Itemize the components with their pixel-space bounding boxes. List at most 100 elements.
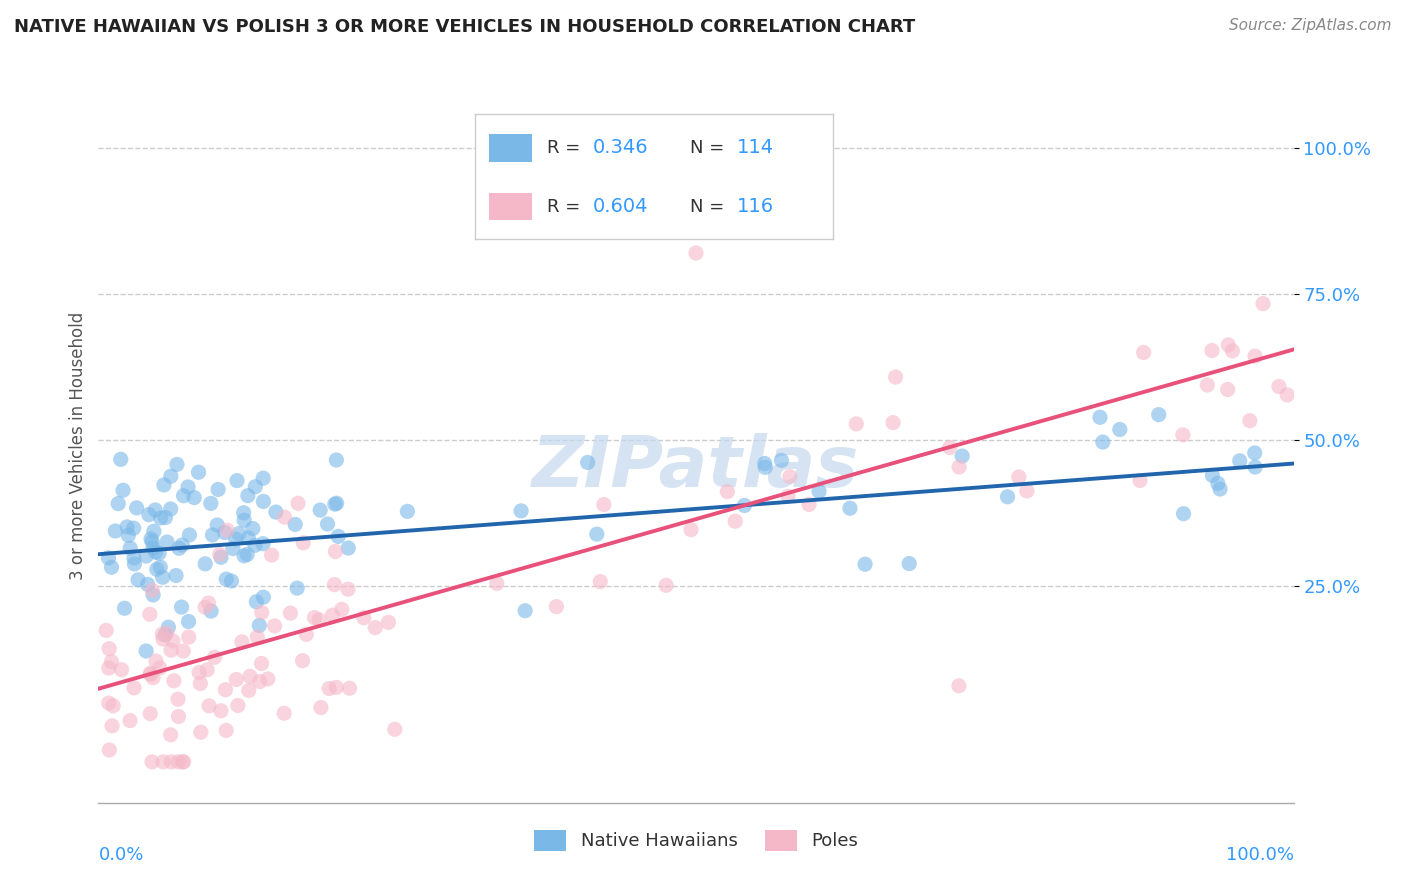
Point [160, 643, 183, 657]
Point [1244, 460, 1267, 475]
Point [1091, 435, 1114, 450]
Point [1243, 446, 1265, 460]
Point [238, 531, 260, 545]
Point [110, 663, 132, 677]
Point [1206, 476, 1229, 491]
Point [153, 628, 176, 642]
Point [150, 627, 173, 641]
Point [107, 497, 129, 511]
Point [716, 484, 738, 499]
Point [177, 630, 200, 644]
Point [195, 663, 218, 677]
Point [115, 520, 138, 534]
Point [120, 714, 142, 728]
Point [242, 522, 264, 536]
Point [156, 535, 179, 549]
Point [141, 534, 163, 549]
Point [1244, 349, 1267, 363]
Point [546, 599, 568, 614]
Point [177, 615, 200, 629]
Point [136, 577, 159, 591]
Point [839, 501, 862, 516]
Point [882, 416, 904, 430]
Point [245, 595, 267, 609]
Point [950, 449, 973, 463]
Point [1229, 454, 1251, 468]
Point [152, 570, 174, 584]
Point [239, 669, 262, 683]
Point [139, 666, 162, 681]
Point [111, 483, 134, 498]
Point [141, 755, 163, 769]
Text: 0.0%: 0.0% [98, 846, 143, 863]
Point [194, 600, 217, 615]
Point [308, 613, 330, 627]
Point [1008, 470, 1031, 484]
Point [152, 632, 174, 646]
Point [200, 496, 222, 510]
Point [304, 610, 326, 624]
Point [884, 370, 907, 384]
Point [127, 573, 149, 587]
Point [163, 673, 186, 688]
Point [948, 460, 970, 475]
Point [139, 667, 162, 681]
Point [172, 538, 194, 552]
Point [226, 474, 249, 488]
Point [339, 681, 361, 696]
Point [724, 514, 747, 528]
Point [139, 706, 162, 721]
Point [245, 480, 267, 494]
Legend: Native Hawaiians, Poles: Native Hawaiians, Poles [526, 822, 866, 858]
Text: 100.0%: 100.0% [1226, 846, 1294, 863]
Point [1201, 343, 1223, 358]
Point [149, 560, 172, 574]
Point [228, 526, 250, 541]
Point [139, 532, 162, 546]
Point [257, 672, 280, 686]
Point [250, 606, 273, 620]
Point [510, 504, 533, 518]
Point [173, 755, 195, 769]
Point [149, 511, 172, 525]
Point [316, 516, 339, 531]
Point [325, 681, 347, 695]
Point [778, 489, 800, 503]
Point [198, 698, 221, 713]
Point [197, 596, 219, 610]
Point [183, 491, 205, 505]
Point [172, 755, 194, 769]
Point [215, 572, 238, 586]
Point [142, 541, 165, 555]
Point [264, 505, 287, 519]
Point [1275, 388, 1298, 402]
Point [1239, 414, 1261, 428]
Point [162, 633, 184, 648]
Point [285, 581, 308, 595]
Point [485, 576, 508, 591]
Point [166, 458, 188, 472]
Point [103, 698, 125, 713]
Point [1218, 338, 1240, 352]
Point [120, 541, 142, 556]
Point [364, 621, 387, 635]
Point [238, 683, 260, 698]
Point [209, 550, 232, 565]
Point [1251, 296, 1274, 310]
Point [249, 674, 271, 689]
Point [139, 607, 162, 622]
Point [145, 654, 167, 668]
Point [295, 627, 318, 641]
Point [173, 489, 195, 503]
Point [655, 578, 678, 592]
Y-axis label: 3 or more Vehicles in Household: 3 or more Vehicles in Household [69, 312, 87, 580]
Point [337, 582, 360, 596]
Point [217, 523, 239, 537]
Point [1147, 408, 1170, 422]
Point [330, 602, 353, 616]
Point [231, 635, 253, 649]
Point [592, 498, 614, 512]
Point [1108, 423, 1130, 437]
Point [1173, 507, 1195, 521]
Point [1216, 383, 1239, 397]
